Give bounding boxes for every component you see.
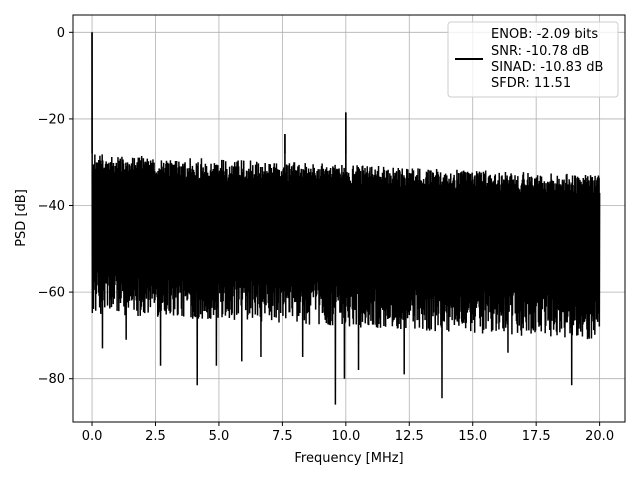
x-tick-label: 10.0 (331, 429, 360, 444)
legend-snr: SNR: -10.78 dB (491, 44, 589, 59)
psd-trace (91, 32, 601, 405)
x-tick-label: 0.0 (82, 429, 103, 444)
y-tick-label: −60 (38, 286, 65, 301)
x-tick-label: 2.5 (145, 429, 166, 444)
x-tick-label: 20.0 (585, 429, 614, 444)
y-axis-label: PSD [dB] (14, 189, 29, 247)
legend-enob: ENOB: -2.09 bits (491, 27, 598, 42)
plot-frame (72, 14, 626, 423)
psd-series (91, 32, 601, 405)
x-axis-label: Frequency [MHz] (294, 451, 403, 466)
x-tick-label: 17.5 (522, 429, 551, 444)
x-tick-label: 5.0 (209, 429, 230, 444)
x-tick-label: 7.5 (272, 429, 293, 444)
legend-sinad: SINAD: -10.83 dB (491, 60, 603, 75)
ticks: 0.0 2.5 5.0 7.5 10.0 12.5 15.0 17.5 20.0 0 −20 −40 −… (38, 26, 615, 444)
y-tick-label: −40 (38, 199, 65, 214)
legend-box (447, 21, 619, 98)
x-tick-label: 12.5 (395, 429, 424, 444)
y-tick-label: −80 (38, 372, 65, 387)
y-tick-label: 0 (57, 26, 65, 41)
x-tick-label: 15.0 (458, 429, 487, 444)
y-tick-label: −20 (38, 112, 65, 127)
legend-sfdr: SFDR: 11.51 (491, 76, 571, 91)
legend: ENOB: -2.09 bits SNR: -10.78 dB SINAD: -… (447, 21, 619, 98)
